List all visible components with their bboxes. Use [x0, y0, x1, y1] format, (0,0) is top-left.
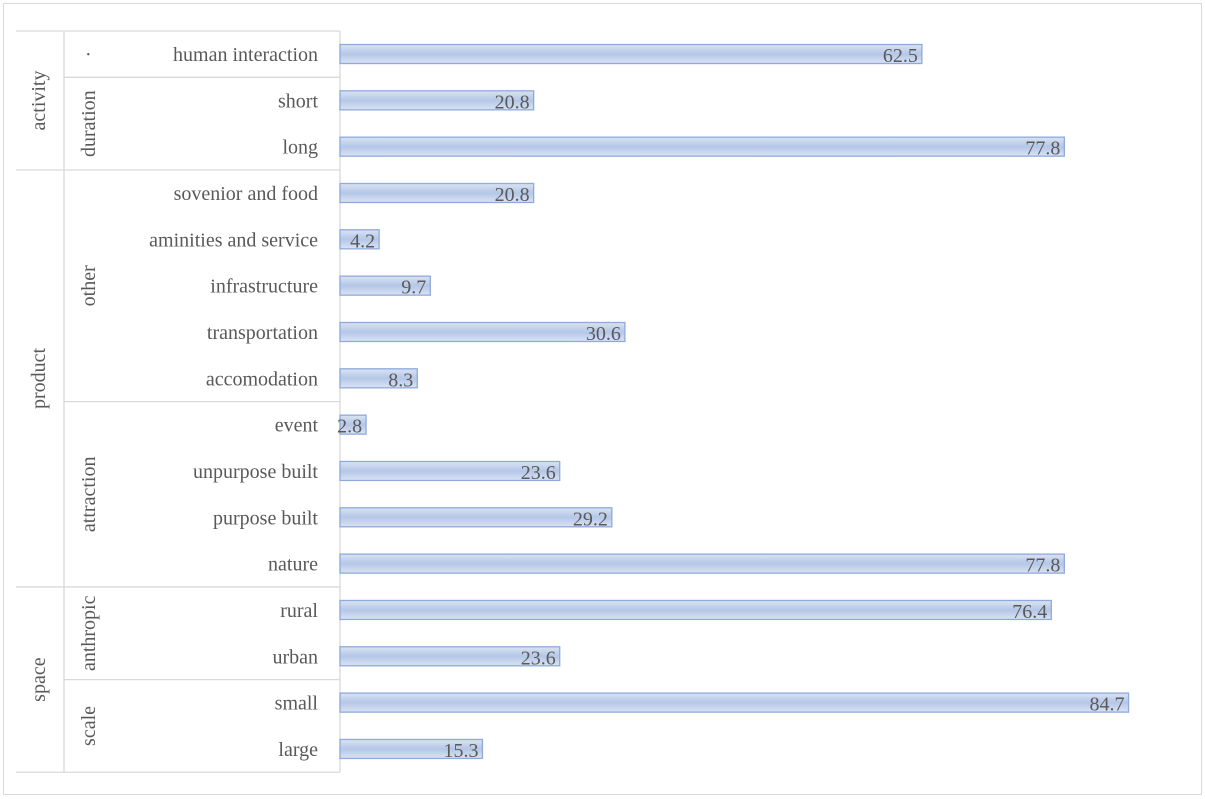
chart-frame: activity · duration product other attraction s…: [3, 3, 1202, 795]
bar-2: [339, 136, 1065, 157]
value-label-12: 76.4: [1012, 601, 1047, 623]
category-label-7: accomodation: [206, 368, 318, 390]
group-label-1: product: [28, 347, 50, 409]
category-label-10: purpose built: [213, 507, 318, 529]
value-label-15: 15.3: [443, 740, 478, 762]
bar-10: [339, 507, 613, 528]
subgroup-label-2-0: anthropic: [78, 595, 100, 671]
category-label-5: infrastructure: [210, 276, 318, 298]
group-label-0: activity: [28, 71, 50, 131]
group-label-2: space: [28, 657, 50, 702]
category-label-6: transportation: [207, 322, 318, 344]
category-label-12: rural: [280, 600, 318, 622]
category-label-1: short: [278, 90, 318, 112]
category-label-2: long: [282, 137, 318, 159]
category-label-8: event: [275, 415, 319, 437]
bar-7: [339, 368, 418, 389]
bar-chart: activity · duration product other attraction s…: [16, 30, 1130, 773]
value-label-2: 77.8: [1025, 138, 1060, 160]
bar-6: [339, 321, 626, 343]
value-label-5: 9.7: [401, 277, 426, 299]
value-label-9: 23.6: [521, 462, 556, 484]
bar-13: [339, 646, 561, 667]
subgroup-label-0-0: ·: [78, 51, 100, 58]
bar-3: [339, 182, 535, 204]
bar-0: [339, 43, 923, 65]
category-labels: human interaction short long sovenior and f…: [149, 44, 318, 761]
value-label-10: 29.2: [573, 508, 608, 530]
value-label-13: 23.6: [521, 647, 556, 669]
subgroup-label-2-1: scale: [78, 706, 100, 746]
value-label-0: 62.5: [883, 45, 918, 67]
subgroup-label-1-1: attraction: [78, 457, 100, 533]
value-label-14: 84.7: [1090, 694, 1125, 716]
bar-5: [339, 275, 431, 296]
bar-1: [339, 90, 535, 111]
category-label-0: human interaction: [173, 44, 318, 66]
value-label-7: 8.3: [388, 369, 413, 391]
bar-4: [339, 229, 380, 250]
bar-9: [339, 460, 561, 482]
bars: [339, 43, 1130, 760]
group-labels: activity · duration product other attraction s…: [28, 51, 100, 746]
category-label-3: sovenior and food: [174, 183, 318, 205]
category-label-14: small: [275, 693, 319, 715]
value-label-8: 2.8: [337, 416, 362, 438]
category-label-4: aminities and service: [149, 229, 318, 251]
value-label-3: 20.8: [495, 184, 530, 206]
bar-15: [339, 738, 484, 760]
category-label-13: urban: [272, 646, 318, 668]
value-label-4: 4.2: [350, 230, 375, 252]
category-label-11: nature: [268, 554, 318, 576]
subgroup-label-0-1: duration: [78, 90, 100, 157]
bar-11: [339, 553, 1065, 574]
bar-8: [339, 414, 367, 435]
value-labels: 62.5 20.8 77.8 20.8 4.2 9.7 30.6 8.3 2.8 23.6 29.2…: [337, 45, 1124, 762]
bar-14: [339, 692, 1130, 713]
value-label-6: 30.6: [586, 323, 621, 345]
value-label-11: 77.8: [1025, 555, 1060, 577]
subgroup-label-1-0: other: [78, 265, 100, 306]
bar-12: [339, 599, 1052, 621]
value-label-1: 20.8: [495, 91, 530, 113]
category-label-15: large: [278, 739, 318, 761]
category-label-9: unpurpose built: [193, 461, 318, 483]
